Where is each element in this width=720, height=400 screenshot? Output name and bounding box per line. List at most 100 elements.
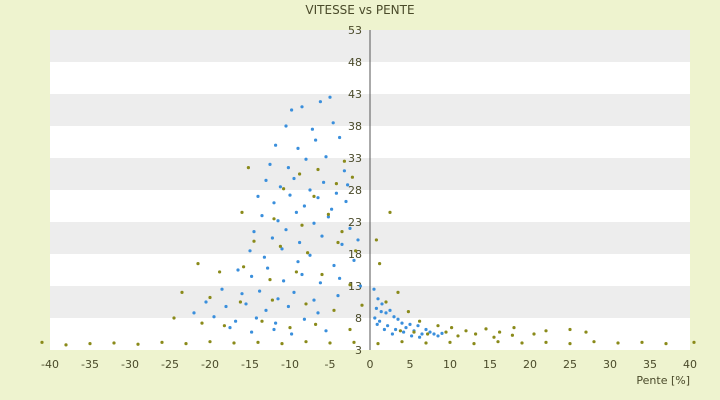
data-point [374,238,378,242]
x-tick-label: -5 [325,358,336,371]
y-tick-label: 33 [348,152,362,165]
data-point [318,281,322,285]
x-tick-label: -35 [81,358,99,371]
data-point [314,138,318,142]
data-point [112,341,116,345]
data-point [406,310,410,314]
data-point [396,317,400,321]
x-tick-label: -20 [201,358,219,371]
x-tick-label: 5 [407,358,414,371]
data-point [424,341,428,345]
data-point [338,276,342,280]
data-point [314,322,318,326]
data-point [260,214,264,218]
data-point [402,330,406,334]
data-point [418,335,422,339]
data-point [222,324,226,328]
data-point [218,270,222,274]
data-point [373,316,377,320]
data-point [400,321,404,325]
data-point [348,283,352,287]
data-point [352,340,356,344]
x-tick-label: -40 [41,358,59,371]
data-point [410,334,414,338]
data-point [592,340,596,344]
data-point [378,262,382,266]
data-point [232,341,236,345]
data-point [300,272,304,277]
data-point [350,175,354,179]
data-point [376,297,380,301]
data-point [584,330,588,334]
data-point [288,326,292,330]
data-point [260,319,264,323]
data-point [300,105,304,109]
data-point [424,327,428,332]
data-point [212,315,216,319]
data-point [250,274,254,278]
data-point [252,239,256,243]
data-point [248,249,252,253]
data-point [266,266,270,270]
data-point [332,263,336,268]
data-point [262,255,266,259]
data-point [392,315,396,319]
data-point [400,340,404,344]
data-point [390,332,394,336]
data-point [302,317,306,321]
data-point [360,303,364,307]
data-point [384,311,388,315]
data-point [304,340,308,344]
data-point [492,335,496,339]
data-point [310,127,314,131]
data-point [296,146,300,150]
data-point [268,162,272,166]
data-point [252,230,256,234]
data-point [394,327,398,332]
data-point [250,330,254,334]
data-point [326,212,330,216]
data-point [346,183,350,187]
data-point [472,342,476,346]
data-point [448,340,452,344]
x-tick-label: -25 [161,358,179,371]
data-points [40,95,696,347]
data-point [330,207,334,211]
data-point [244,302,248,306]
data-point [298,240,302,245]
data-point [312,194,316,198]
data-point [334,182,338,186]
x-tick-label: -30 [121,358,139,371]
y-tick-label: 8 [355,312,362,325]
data-point [256,194,260,198]
data-point [380,302,384,306]
data-point [276,297,280,301]
data-point [136,342,140,346]
data-point [270,236,274,240]
data-point [474,332,478,336]
data-point [510,333,514,337]
data-point [356,238,360,242]
data-point [378,319,382,323]
data-point [320,272,324,277]
data-point [180,290,184,294]
data-point [278,244,282,248]
data-point [344,199,348,204]
x-tick-label: 40 [683,358,697,371]
data-point [420,332,424,336]
data-point [224,304,228,309]
data-point [294,210,298,214]
data-point [336,294,340,298]
data-point [200,321,204,325]
y-tick-label: 18 [348,248,362,261]
data-point [640,340,644,344]
data-point [220,287,224,291]
data-point [416,324,420,328]
data-point [404,326,408,330]
data-point [208,340,212,344]
data-point [308,253,312,257]
data-point [331,121,335,125]
data-point [388,210,392,214]
y-tick-label: 53 [348,24,362,37]
